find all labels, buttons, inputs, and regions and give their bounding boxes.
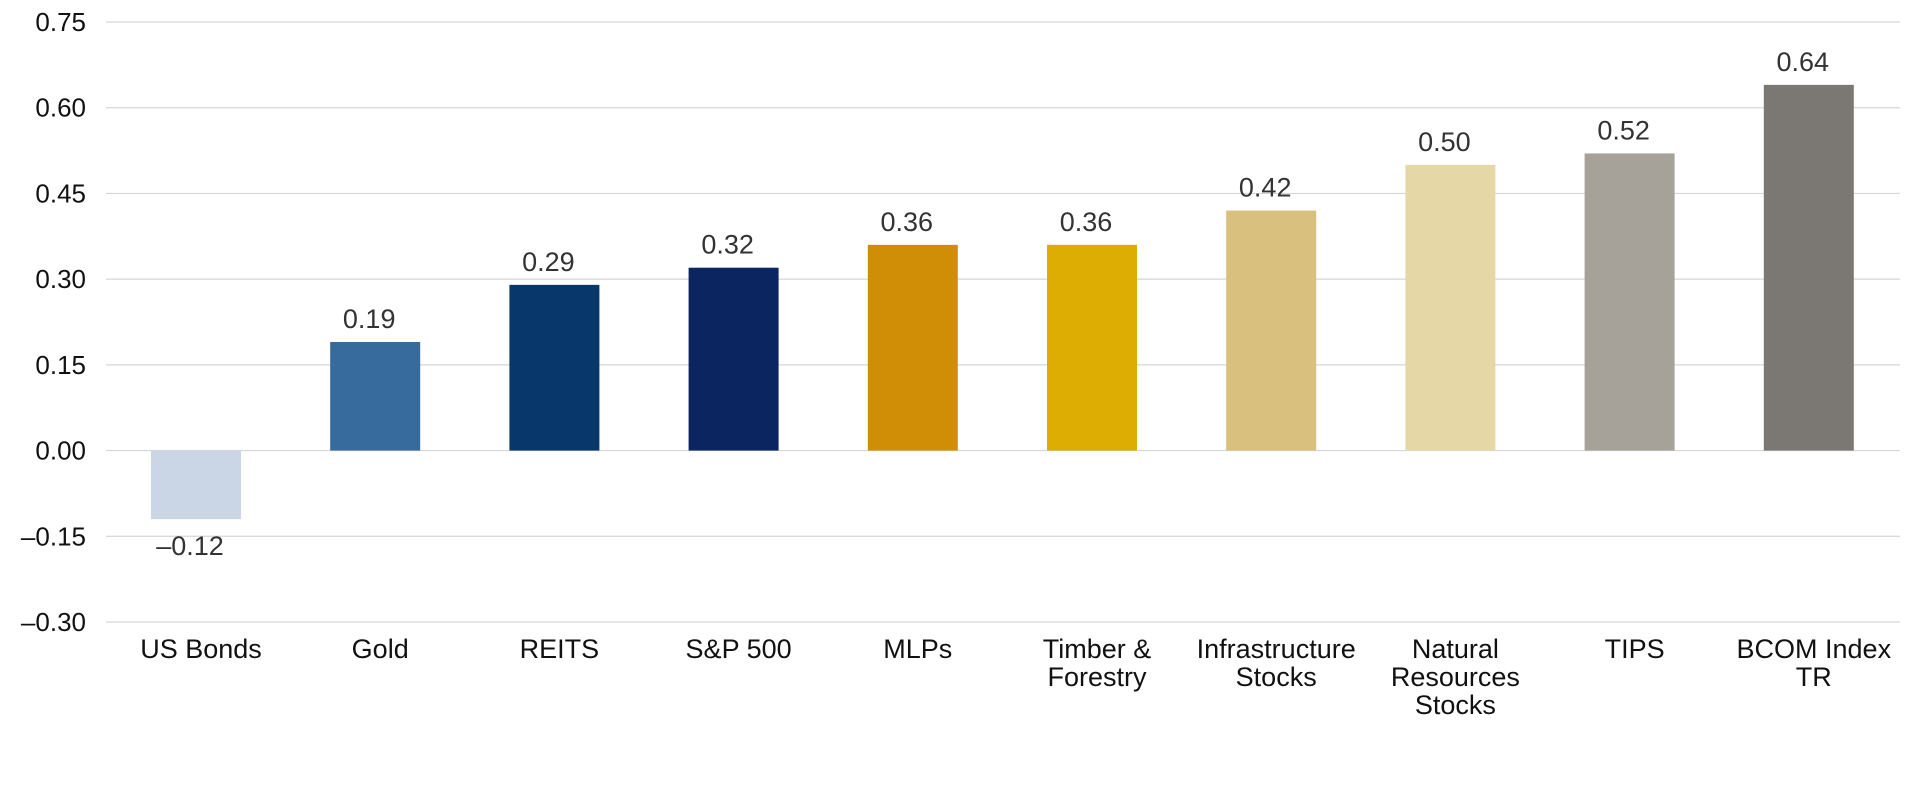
category-label: TR bbox=[1796, 662, 1832, 692]
category-label: Timber & bbox=[1043, 634, 1152, 664]
bar bbox=[688, 267, 779, 451]
bar bbox=[330, 342, 421, 451]
category-label: Natural bbox=[1412, 634, 1499, 664]
category-label: Gold bbox=[352, 634, 409, 664]
bar bbox=[1584, 153, 1675, 451]
y-tick-label: 0.30 bbox=[35, 264, 86, 294]
value-label: 0.50 bbox=[1418, 127, 1471, 157]
category-label: BCOM Index bbox=[1737, 634, 1892, 664]
y-tick-label: 0.75 bbox=[35, 7, 86, 37]
bars bbox=[151, 84, 1854, 520]
category-label: TIPS bbox=[1605, 634, 1665, 664]
value-label: 0.36 bbox=[1060, 207, 1113, 237]
bar bbox=[867, 244, 958, 451]
value-labels: –0.12 0.19 0.29 0.32 0.36 0.36 0.42 0.50 0.52 0.6… bbox=[156, 47, 1829, 561]
value-label: 0.36 bbox=[881, 207, 934, 237]
category-label: US Bonds bbox=[140, 634, 262, 664]
value-label: 0.19 bbox=[343, 304, 396, 334]
value-label: 0.29 bbox=[522, 247, 575, 277]
category-label: Stocks bbox=[1236, 662, 1317, 692]
value-label: 0.64 bbox=[1777, 47, 1830, 77]
y-tick-label: 0.15 bbox=[35, 350, 86, 380]
bar bbox=[1047, 244, 1137, 451]
x-axis-categories: US Bonds Gold REITS S&P 500 MLPs Timber &Fore… bbox=[140, 634, 1891, 720]
bar bbox=[151, 450, 241, 520]
category-label: Forestry bbox=[1047, 662, 1147, 692]
category-label: Infrastructure bbox=[1197, 634, 1356, 664]
category-label: REITS bbox=[520, 634, 600, 664]
category-label: Resources bbox=[1391, 662, 1520, 692]
bar bbox=[509, 284, 600, 451]
category-label: Stocks bbox=[1415, 690, 1496, 720]
value-label: –0.12 bbox=[156, 531, 224, 561]
bar bbox=[1763, 84, 1854, 451]
bar bbox=[1226, 210, 1317, 451]
value-label: 0.42 bbox=[1239, 173, 1292, 203]
y-tick-label: –0.15 bbox=[21, 521, 86, 551]
value-label: 0.32 bbox=[701, 230, 754, 260]
value-label: 0.52 bbox=[1597, 115, 1650, 145]
category-label: MLPs bbox=[883, 634, 952, 664]
bar bbox=[1405, 164, 1496, 451]
y-axis-ticks: 0.75 0.60 0.45 0.30 0.15 0.00 –0.15 –0.30 bbox=[21, 7, 86, 637]
category-label: S&P 500 bbox=[686, 634, 792, 664]
y-tick-label: 0.00 bbox=[35, 436, 86, 466]
y-tick-label: 0.45 bbox=[35, 178, 86, 208]
y-tick-label: 0.60 bbox=[35, 93, 86, 123]
y-tick-label: –0.30 bbox=[21, 607, 86, 637]
